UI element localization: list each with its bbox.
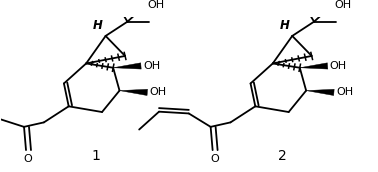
Text: OH: OH — [336, 87, 353, 97]
Text: H: H — [279, 19, 289, 32]
Polygon shape — [300, 63, 328, 69]
Text: OH: OH — [147, 0, 164, 10]
Polygon shape — [113, 63, 141, 69]
Text: OH: OH — [143, 61, 160, 71]
Text: O: O — [210, 154, 219, 164]
Text: H: H — [93, 19, 102, 32]
Text: 2: 2 — [278, 149, 287, 163]
Text: OH: OH — [334, 0, 351, 10]
Polygon shape — [306, 89, 334, 95]
Polygon shape — [119, 89, 147, 95]
Text: OH: OH — [330, 61, 347, 71]
Text: 1: 1 — [91, 149, 100, 163]
Text: OH: OH — [149, 87, 166, 97]
Text: O: O — [23, 154, 33, 164]
